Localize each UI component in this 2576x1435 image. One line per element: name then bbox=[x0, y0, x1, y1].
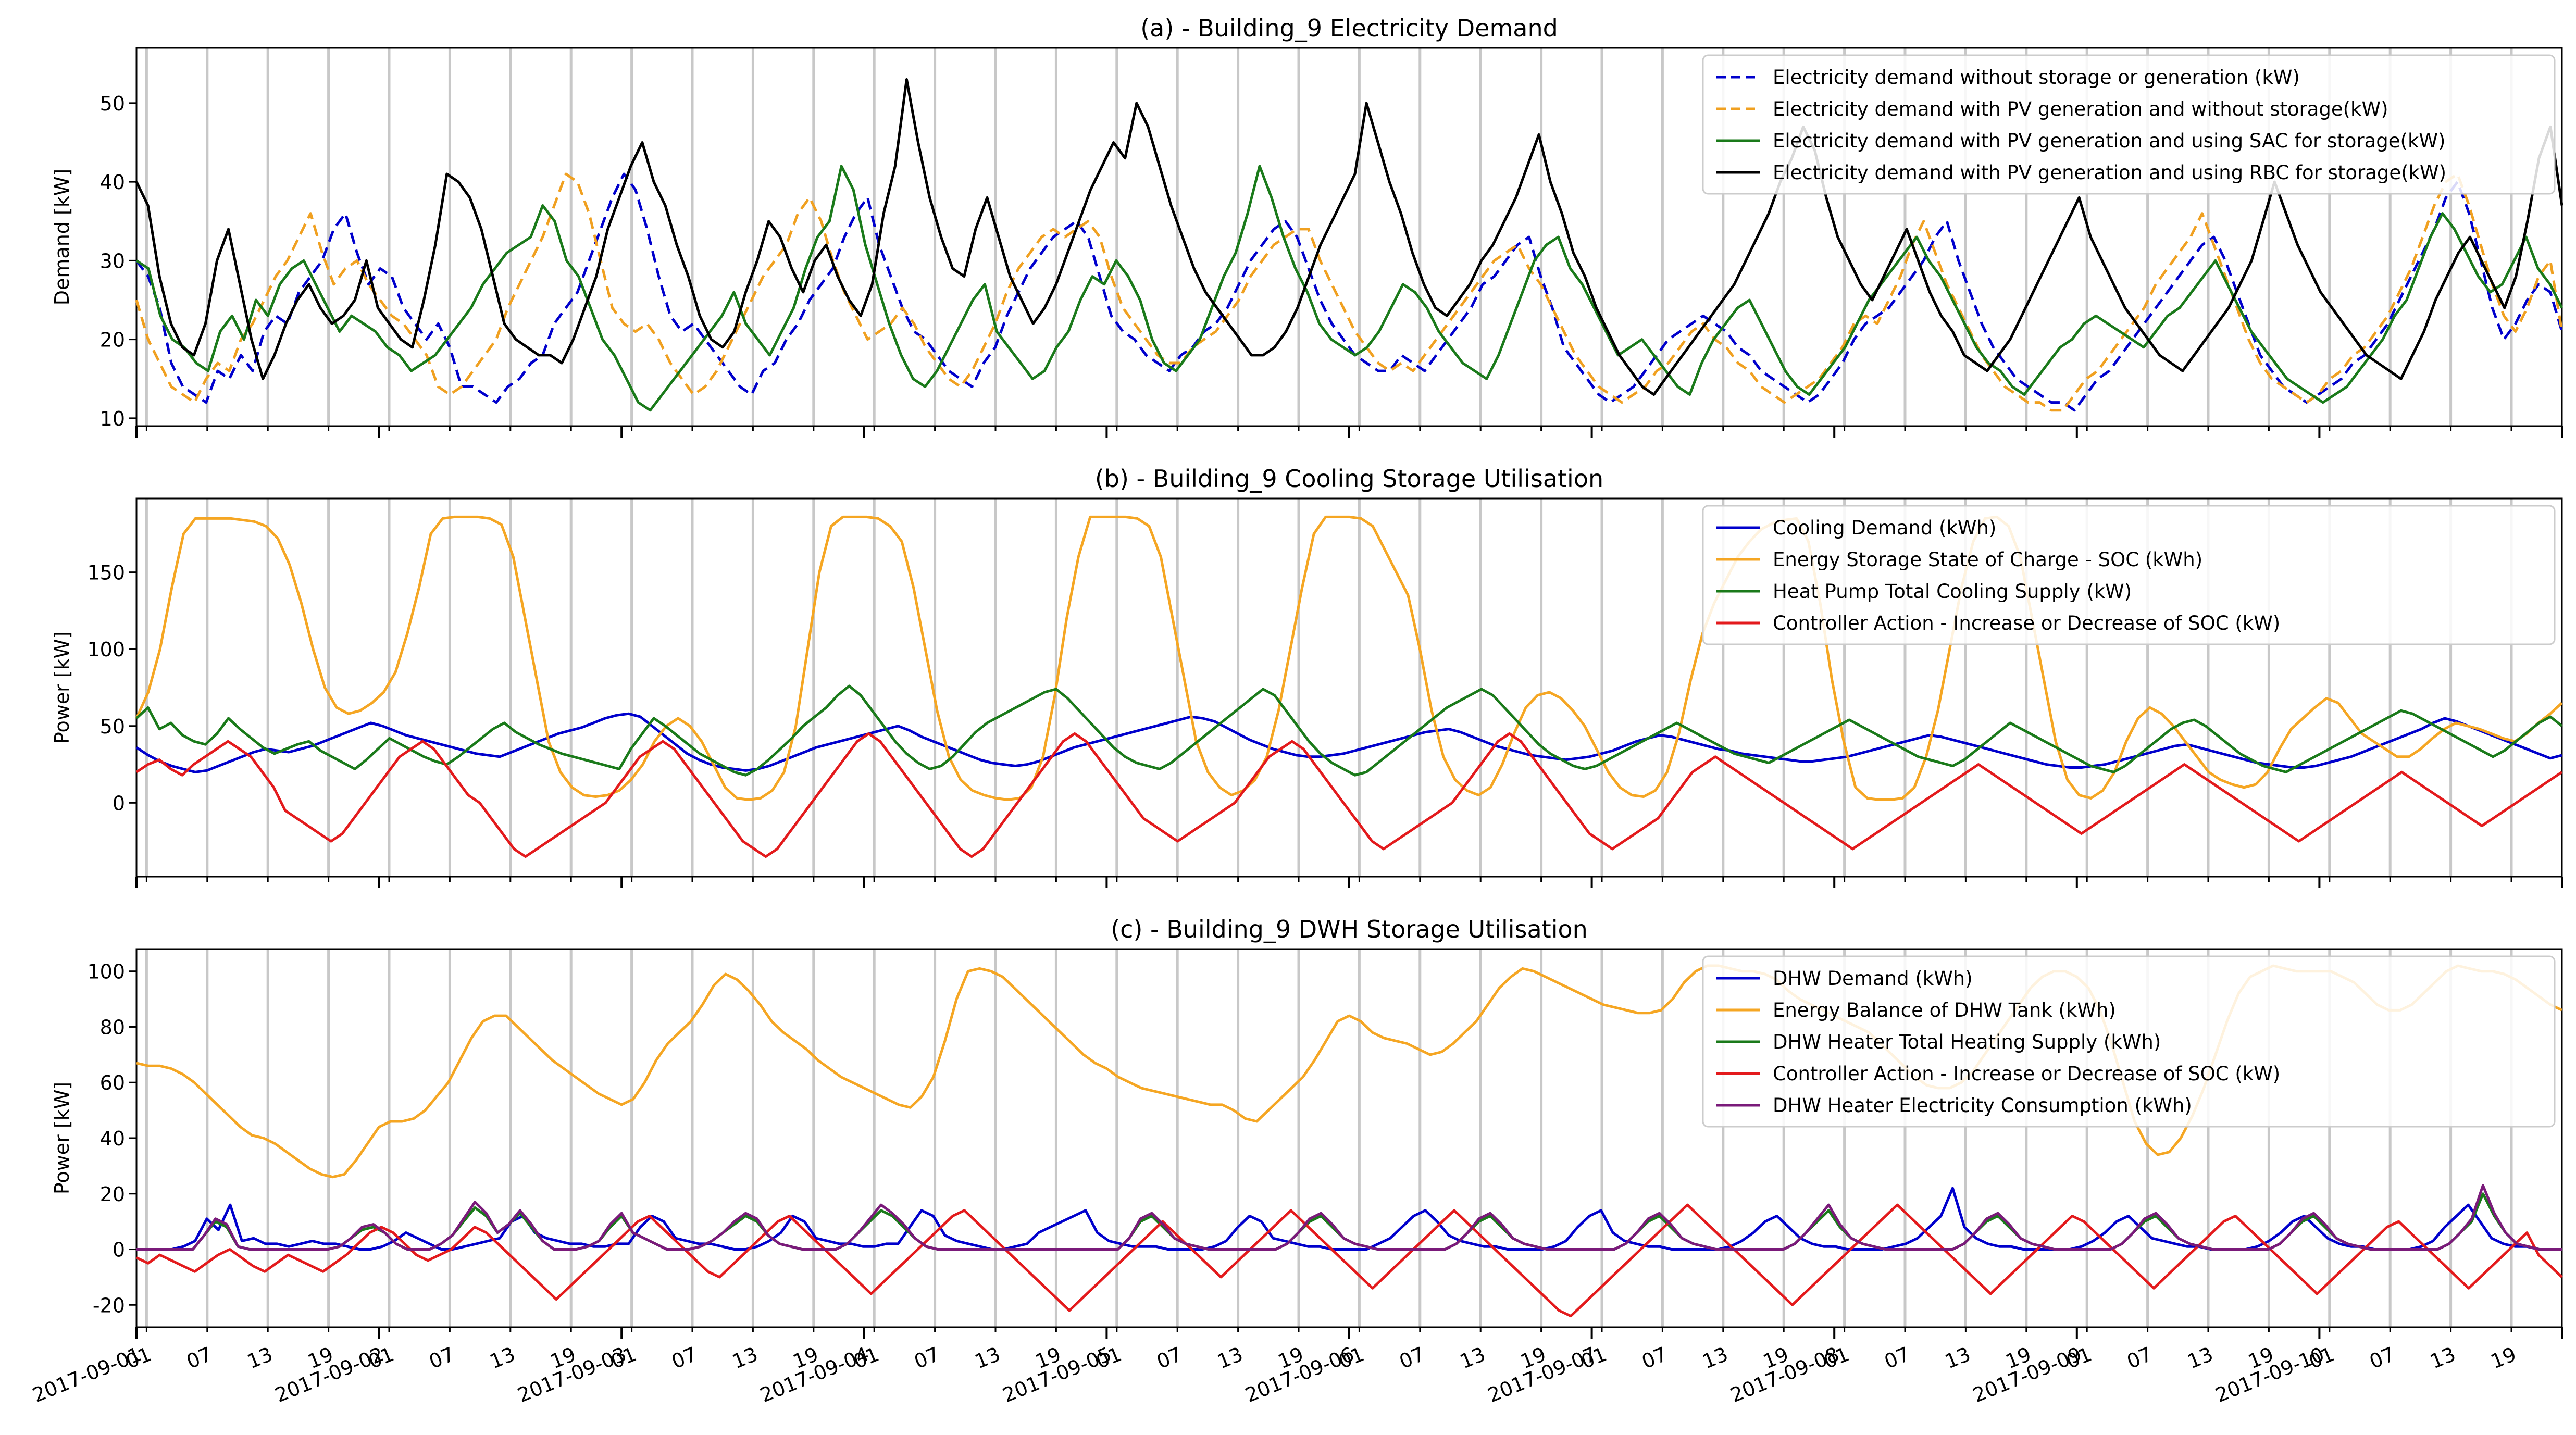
y-tick-label: 40 bbox=[100, 1127, 125, 1150]
legend-label: DHW Demand (kWh) bbox=[1773, 967, 1973, 990]
y-tick-label: 100 bbox=[87, 638, 125, 661]
x-tick-label: 07 bbox=[183, 1343, 215, 1374]
x-tick-label: 13 bbox=[1457, 1343, 1488, 1374]
legend-label: Electricity demand with PV generation an… bbox=[1773, 130, 2445, 152]
legend-label: DHW Heater Total Heating Supply (kWh) bbox=[1773, 1031, 2161, 1053]
x-tick-label: 07 bbox=[2124, 1343, 2156, 1374]
legend-label: Electricity demand without storage or ge… bbox=[1773, 66, 2300, 89]
x-tick-label: 07 bbox=[911, 1343, 943, 1374]
series-line-2 bbox=[136, 964, 2563, 1179]
legend-label: Heat Pump Total Cooling Supply (kW) bbox=[1773, 580, 2132, 603]
y-tick-label: 0 bbox=[113, 792, 125, 815]
legend-label: Electricity demand with PV generation an… bbox=[1773, 161, 2446, 184]
legend-box bbox=[1702, 955, 2556, 1128]
x-tick-label: 13 bbox=[1942, 1343, 1973, 1374]
y-axis-label: Power [kW] bbox=[51, 631, 73, 744]
x-tick-label: 13 bbox=[2427, 1343, 2459, 1374]
legend-label: Electricity demand with PV generation an… bbox=[1773, 98, 2388, 120]
series-line-3 bbox=[135, 165, 2563, 412]
x-tick-label: 13 bbox=[487, 1343, 518, 1374]
series-line-2 bbox=[135, 172, 2563, 412]
x-tick-label: 13 bbox=[729, 1343, 761, 1374]
x-tick-label: 13 bbox=[244, 1343, 276, 1374]
panel-c: -20 0 20 40 60 80 100 (c) - Building_9 DWH Stor… bbox=[29, 915, 2563, 1407]
series-line-4 bbox=[135, 732, 2563, 858]
series-line-4 bbox=[135, 1203, 2563, 1318]
x-tick-label: 13 bbox=[1214, 1343, 1246, 1374]
x-tick-label: 13 bbox=[2184, 1343, 2216, 1374]
x-tick-label: 07 bbox=[668, 1343, 700, 1374]
y-tick-label: 50 bbox=[100, 92, 125, 115]
x-tick-label: 19 bbox=[2487, 1343, 2519, 1374]
x-tick-label: 07 bbox=[1153, 1343, 1185, 1374]
series-line-1 bbox=[136, 1187, 2562, 1251]
legend-label: Cooling Demand (kWh) bbox=[1773, 517, 1996, 539]
panel-a: 10 20 30 40 50 (a) - Building_9 Electricity D… bbox=[51, 14, 2563, 438]
panel-title: (c) - Building_9 DWH Storage Utilisation bbox=[1111, 915, 1588, 943]
x-tick-label: 13 bbox=[1699, 1343, 1731, 1374]
y-tick-label: 20 bbox=[100, 1183, 125, 1206]
y-tick-label: 100 bbox=[87, 960, 125, 983]
y-tick-label: 80 bbox=[100, 1016, 125, 1039]
y-tick-label: 10 bbox=[100, 407, 125, 430]
legend-label: Energy Balance of DHW Tank (kWh) bbox=[1773, 999, 2116, 1021]
y-tick-label: 50 bbox=[100, 715, 125, 738]
series-line-1 bbox=[135, 712, 2562, 773]
x-tick-label: 07 bbox=[1881, 1343, 1913, 1374]
y-axis-label: Demand [kW] bbox=[51, 169, 73, 305]
x-tick-label: 07 bbox=[1638, 1343, 1670, 1374]
y-axis-label: Power [kW] bbox=[51, 1082, 73, 1194]
panel-title: (b) - Building_9 Cooling Storage Utilisa… bbox=[1095, 465, 1603, 493]
series-line-1 bbox=[135, 172, 2563, 412]
legend-box bbox=[1702, 54, 2556, 195]
x-tick-label: 07 bbox=[1396, 1343, 1428, 1374]
series-line-5 bbox=[136, 1184, 2562, 1251]
y-tick-label: 30 bbox=[100, 249, 125, 272]
legend-label: Energy Storage State of Charge - SOC (kW… bbox=[1773, 548, 2202, 571]
legend-box bbox=[1702, 505, 2556, 645]
y-tick-label: -20 bbox=[93, 1294, 125, 1317]
legend-label: Controller Action - Increase or Decrease… bbox=[1773, 612, 2280, 634]
y-tick-label: 0 bbox=[113, 1239, 125, 1262]
y-tick-label: 150 bbox=[87, 561, 125, 584]
x-tick-label: 13 bbox=[972, 1343, 1003, 1374]
y-tick-label: 60 bbox=[100, 1071, 125, 1094]
legend-label: Controller Action - Increase or Decrease… bbox=[1773, 1063, 2280, 1085]
x-tick-label: 07 bbox=[2366, 1343, 2398, 1374]
y-tick-label: 20 bbox=[100, 329, 125, 352]
legend-label: DHW Heater Electricity Consumption (kWh) bbox=[1773, 1094, 2192, 1117]
series-line-2 bbox=[135, 515, 2563, 801]
x-tick-label: 07 bbox=[426, 1343, 457, 1374]
y-tick-label: 40 bbox=[100, 171, 125, 194]
series-line-4 bbox=[135, 78, 2563, 396]
series-line-3 bbox=[135, 684, 2563, 777]
panel-b: 0 50 100 150 (b) - Building_9 Cooling Storag… bbox=[51, 465, 2563, 888]
panel-title: (a) - Building_9 Electricity Demand bbox=[1140, 14, 1558, 42]
